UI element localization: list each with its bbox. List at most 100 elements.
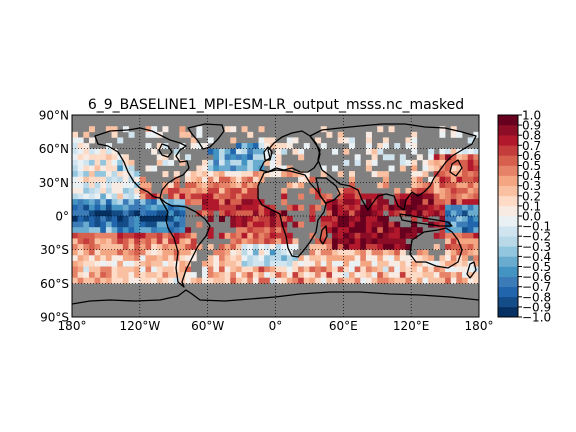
colorbar-tick-label: −0.2 [522,230,551,244]
data-cell [105,182,112,189]
data-cell [213,159,220,166]
data-cell [247,199,254,206]
data-cell [371,210,378,217]
data-cell [235,210,242,217]
data-cell [377,193,384,200]
data-cell [343,260,350,267]
data-cell [94,148,101,155]
data-cell [162,232,169,239]
data-cell [399,272,406,279]
data-cell [241,232,248,239]
data-cell [218,255,225,262]
data-cell [122,176,129,183]
data-cell [405,232,412,239]
data-cell [315,137,322,144]
data-cell [235,154,242,161]
data-cell [185,244,192,251]
data-cell [111,277,118,284]
data-cell [128,266,135,273]
data-cell [128,193,135,200]
data-cell [179,126,186,133]
data-cell [72,204,78,211]
data-cell [72,199,78,206]
data-cell [462,204,469,211]
data-cell [462,210,469,217]
data-cell [354,266,361,273]
data-cell [139,244,146,251]
data-cell [394,260,401,267]
data-cell [202,277,209,284]
data-cell [134,277,141,284]
data-cell [105,176,112,183]
data-cell [139,255,146,262]
data-cell [371,266,378,273]
data-cell [286,266,293,273]
data-cell [241,244,248,251]
data-cell [439,187,446,194]
data-cell [332,204,339,211]
colorbar-swatch [498,256,518,267]
data-cell [196,165,203,172]
data-cell [196,193,203,200]
data-cell [473,249,479,256]
data-cell [365,221,372,228]
data-cell [382,204,389,211]
data-cell [320,255,327,262]
data-cell [416,272,423,279]
data-cell [348,260,355,267]
data-cell [473,260,479,267]
data-cell [388,255,395,262]
data-cell [411,266,418,273]
data-cell [252,210,259,217]
data-cell [405,255,412,262]
colorbar-swatch [498,155,518,166]
data-cell [100,182,107,189]
data-cell [83,165,90,172]
data-cell [360,272,367,279]
data-cell [162,266,169,273]
data-cell [218,249,225,256]
data-cell [111,182,118,189]
data-cell [405,187,412,194]
colorbar-swatch [498,115,518,126]
data-cell [168,249,175,256]
data-cell [105,216,112,222]
data-cell [473,171,479,178]
data-cell [343,238,350,245]
data-cell [354,204,361,211]
data-cell [77,137,84,144]
data-cell [139,227,146,234]
data-cell [382,272,389,279]
data-cell [241,171,248,178]
data-cell [185,227,192,234]
data-cell [388,227,395,234]
data-cell [445,204,452,211]
data-cell [241,126,248,133]
data-cell [156,204,163,211]
data-cell [235,221,242,228]
data-cell [433,187,440,194]
data-cell [399,227,406,234]
data-cell [439,154,446,161]
data-cell [371,272,378,279]
data-cell [360,221,367,228]
data-cell [450,193,457,200]
data-cell [371,277,378,284]
data-cell [275,159,282,166]
data-cell [416,227,423,234]
data-cell [111,131,118,138]
data-cell [286,143,293,150]
data-cell [94,193,101,200]
data-cell [422,249,429,256]
data-cell [185,182,192,189]
data-cell [337,171,344,178]
data-cell [100,210,107,217]
data-cell [128,210,135,217]
data-cell [411,159,418,166]
coastline-britain [263,146,273,161]
data-cell [326,193,333,200]
data-cell [100,216,107,222]
data-cell [202,272,209,279]
data-cell [337,244,344,251]
data-cell [230,137,237,144]
